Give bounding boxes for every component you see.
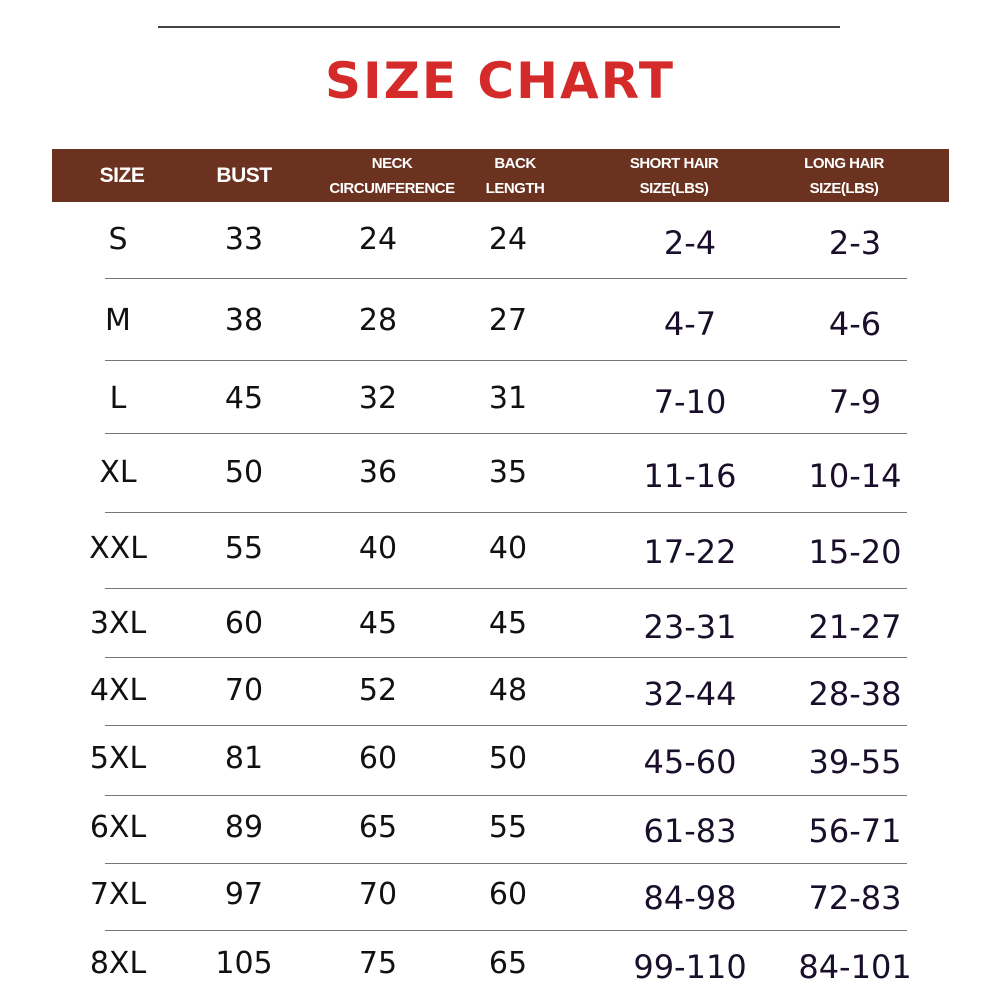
cell-long-hair: 7-9 [828,383,882,421]
cell-bust: 50 [224,455,264,490]
row-divider [105,795,907,796]
cell-bust: 81 [224,741,264,776]
cell-long-hair: 10-14 [808,457,902,495]
cell-neck: 28 [358,303,398,338]
cell-back: 40 [488,531,528,566]
top-divider [158,26,840,28]
cell-long-hair: 21-27 [808,608,902,646]
cell-back: 35 [488,455,528,490]
column-header-bust: BUST [216,164,272,187]
row-divider [105,360,907,361]
cell-neck: 70 [358,877,398,912]
page-title: SIZE CHART [324,52,676,110]
cell-back: 50 [488,741,528,776]
cell-short-hair: 84-98 [643,879,737,917]
cell-bust: 70 [224,673,264,708]
cell-back: 65 [488,946,528,981]
cell-long-hair: 56-71 [808,812,902,850]
cell-size: 8XL [89,946,147,981]
table-row: 5XL 81 60 50 45-60 39-55 [0,741,1000,781]
row-divider [105,657,907,658]
cell-long-hair: 2-3 [828,224,882,262]
cell-bust: 33 [224,222,264,257]
cell-back: 55 [488,810,528,845]
table-row: 8XL 105 75 65 99-110 84-101 [0,946,1000,986]
cell-size: XXL [89,531,147,566]
cell-neck: 24 [358,222,398,257]
cell-size: 3XL [89,606,147,641]
table-header: SIZE BUST NECK CIRCUMFERENCE BACK LENGTH… [52,149,949,202]
cell-back: 31 [488,381,528,416]
column-header-neck: NECK CIRCUMFERENCE [329,154,455,197]
table-row: M 38 28 27 4-7 4-6 [0,303,1000,343]
row-divider [105,512,907,513]
cell-back: 48 [488,673,528,708]
row-divider [105,588,907,589]
cell-short-hair: 17-22 [643,533,737,571]
cell-long-hair: 84-101 [798,948,912,986]
cell-bust: 105 [215,946,273,981]
row-divider [105,930,907,931]
cell-long-hair: 15-20 [808,533,902,571]
cell-short-hair: 2-4 [663,224,717,262]
cell-long-hair: 28-38 [808,675,902,713]
cell-bust: 60 [224,606,264,641]
cell-size: S [108,222,128,257]
cell-short-hair: 45-60 [643,743,737,781]
cell-size: 4XL [89,673,147,708]
cell-short-hair: 7-10 [653,383,727,421]
cell-short-hair: 11-16 [643,457,737,495]
table-row: L 45 32 31 7-10 7-9 [0,381,1000,421]
cell-neck: 60 [358,741,398,776]
column-header-size: SIZE [99,164,145,187]
table-row: 4XL 70 52 48 32-44 28-38 [0,673,1000,713]
cell-bust: 45 [224,381,264,416]
cell-size: M [105,303,131,338]
cell-back: 45 [488,606,528,641]
row-divider [105,725,907,726]
cell-neck: 40 [358,531,398,566]
table-row: 3XL 60 45 45 23-31 21-27 [0,606,1000,646]
cell-neck: 75 [358,946,398,981]
cell-bust: 38 [224,303,264,338]
cell-neck: 32 [358,381,398,416]
cell-short-hair: 61-83 [643,812,737,850]
column-header-long-hair: LONG HAIR SIZE(LBS) [804,154,884,197]
cell-neck: 36 [358,455,398,490]
cell-short-hair: 32-44 [643,675,737,713]
cell-bust: 89 [224,810,264,845]
cell-long-hair: 72-83 [808,879,902,917]
cell-short-hair: 4-7 [663,305,717,343]
cell-neck: 45 [358,606,398,641]
cell-back: 24 [488,222,528,257]
cell-neck: 52 [358,673,398,708]
cell-back: 60 [488,877,528,912]
cell-bust: 55 [224,531,264,566]
cell-back: 27 [488,303,528,338]
row-divider [105,433,907,434]
cell-bust: 97 [224,877,264,912]
table-row: S 33 24 24 2-4 2-3 [0,222,1000,262]
cell-size: 5XL [89,741,147,776]
cell-neck: 65 [358,810,398,845]
cell-long-hair: 39-55 [808,743,902,781]
cell-size: XL [99,455,137,490]
row-divider [105,863,907,864]
cell-size: 6XL [89,810,147,845]
cell-size: L [109,381,127,416]
row-divider [105,278,907,279]
table-row: 7XL 97 70 60 84-98 72-83 [0,877,1000,917]
table-row: XL 50 36 35 11-16 10-14 [0,455,1000,495]
table-row: 6XL 89 65 55 61-83 56-71 [0,810,1000,850]
cell-long-hair: 4-6 [828,305,882,343]
cell-short-hair: 99-110 [633,948,747,986]
table-row: XXL 55 40 40 17-22 15-20 [0,531,1000,571]
cell-short-hair: 23-31 [643,608,737,646]
cell-size: 7XL [89,877,147,912]
column-header-back: BACK LENGTH [485,154,545,197]
column-header-short-hair: SHORT HAIR SIZE(LBS) [629,154,719,197]
